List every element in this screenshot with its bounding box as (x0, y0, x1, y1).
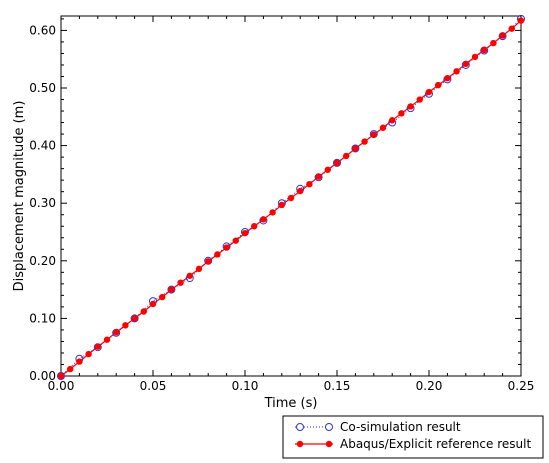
y-tick-label: 0.00 (29, 369, 56, 383)
data-point-abaqus (260, 216, 267, 223)
data-point-abaqus (425, 88, 433, 96)
data-point-abaqus (85, 350, 92, 358)
x-tick-label: 0.10 (232, 379, 259, 393)
data-point-abaqus (379, 124, 387, 131)
data-point-abaqus (398, 110, 405, 117)
data-point-abaqus (287, 194, 295, 202)
data-point-co-simulation (167, 285, 176, 294)
data-point-abaqus (343, 152, 350, 160)
data-point-co-simulation (333, 158, 341, 167)
data-point-co-simulation (351, 144, 360, 153)
x-axis-title: Time (s) (264, 396, 318, 411)
data-point-abaqus (232, 237, 239, 244)
data-point-abaqus (195, 265, 203, 273)
data-point-abaqus (241, 229, 249, 237)
data-point-abaqus (103, 336, 111, 343)
data-point-abaqus (140, 308, 147, 315)
data-point-abaqus (361, 138, 368, 145)
data-point-abaqus (416, 96, 423, 103)
data-point-abaqus (315, 173, 322, 180)
data-point-abaqus (444, 75, 451, 82)
data-point-abaqus (159, 293, 166, 301)
data-point-abaqus (306, 180, 313, 188)
x-tick-label: 0.15 (324, 379, 351, 393)
data-point-abaqus (57, 372, 65, 380)
data-point-abaqus (517, 17, 525, 24)
data-point-abaqus (462, 60, 469, 68)
legend-marker-abaqus-end (325, 440, 333, 448)
data-point-abaqus (435, 81, 442, 89)
data-point-abaqus (251, 223, 258, 230)
data-point-abaqus (499, 32, 506, 39)
data-point-abaqus (177, 279, 184, 286)
data-point-abaqus (407, 103, 414, 110)
y-tick-label: 0.40 (29, 139, 56, 153)
data-point-abaqus (94, 343, 102, 350)
data-point-abaqus (352, 145, 359, 152)
data-point-abaqus (508, 25, 515, 32)
data-point-abaqus (481, 46, 488, 54)
x-tick-label: 0.20 (416, 379, 443, 393)
data-point-abaqus (168, 286, 175, 293)
data-point-abaqus (113, 329, 120, 336)
series-layer (57, 14, 525, 380)
data-point-abaqus (370, 131, 377, 138)
data-point-abaqus (149, 300, 157, 308)
data-point-co-simulation (130, 314, 139, 323)
legend-marker-co-simulation-end (325, 423, 333, 431)
y-tick-label: 0.50 (29, 81, 56, 95)
y-axis-title: Displacement magnitude (m) (12, 101, 27, 292)
legend-marker-abaqus (296, 440, 304, 448)
data-point-abaqus (122, 322, 129, 329)
y-tick-label: 0.10 (29, 311, 56, 325)
data-point-abaqus (453, 68, 460, 75)
legend-marker-co-simulation (296, 423, 304, 431)
x-tick-label: 0.25 (508, 379, 535, 393)
data-point-abaqus (214, 251, 221, 258)
x-tick-label: 0.05 (140, 379, 167, 393)
data-point-co-simulation (57, 372, 65, 380)
data-point-abaqus (269, 209, 276, 216)
legend-label-abaqus: Abaqus/Explicit reference result (340, 437, 531, 451)
y-axis: 0.00 0.10 0.20 0.30 0.40 0.50 0.60 (29, 18, 521, 383)
data-point-abaqus (333, 159, 341, 167)
data-point-abaqus (324, 166, 331, 173)
y-tick-label: 0.60 (29, 23, 56, 37)
data-point-abaqus (131, 315, 138, 322)
data-point-abaqus (223, 244, 230, 251)
data-point-abaqus (297, 187, 304, 195)
data-point-abaqus (471, 53, 479, 61)
y-tick-label: 0.20 (29, 254, 56, 268)
data-point-abaqus (490, 39, 497, 47)
legend-box (282, 415, 544, 459)
data-point-abaqus (76, 358, 83, 365)
x-tick-label: 0.00 (48, 379, 75, 393)
data-point-abaqus (389, 117, 396, 124)
data-point-abaqus (186, 272, 193, 279)
data-point-abaqus (67, 365, 74, 373)
legend: Co-simulation result Abaqus/Explicit ref… (282, 415, 544, 459)
legend-label-co-simulation: Co-simulation result (340, 420, 461, 434)
data-point-abaqus (205, 258, 212, 265)
y-tick-label: 0.30 (29, 196, 56, 210)
data-point-abaqus (278, 201, 285, 209)
x-axis: 0.00 0.05 0.10 0.15 0.20 0.25 (48, 16, 535, 393)
